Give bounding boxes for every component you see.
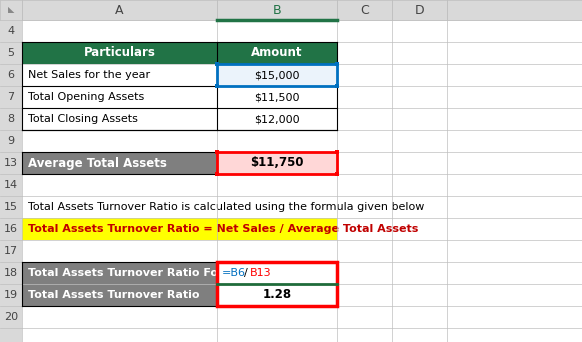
Text: 16: 16	[4, 224, 18, 234]
Text: 1.28: 1.28	[262, 289, 292, 302]
Text: 5: 5	[8, 48, 15, 58]
Bar	[22, 262, 217, 284]
Bar	[217, 284, 337, 306]
Text: 18: 18	[4, 268, 18, 278]
Text: 7: 7	[8, 92, 15, 102]
Text: Total Opening Assets: Total Opening Assets	[28, 92, 144, 102]
Bar	[217, 152, 337, 174]
Text: B: B	[273, 3, 281, 16]
Text: Total Assets Turnover Ratio Formula: Total Assets Turnover Ratio Formula	[28, 268, 254, 278]
Bar	[335, 172, 339, 176]
Text: 9: 9	[8, 136, 15, 146]
Bar	[22, 284, 217, 306]
Bar	[335, 62, 339, 66]
Text: Particulars: Particulars	[84, 47, 155, 60]
Text: 6: 6	[8, 70, 15, 80]
Text: $11,750: $11,750	[250, 157, 304, 170]
Text: 15: 15	[4, 202, 18, 212]
Text: Average Total Assets: Average Total Assets	[28, 157, 167, 170]
Bar	[215, 84, 219, 88]
Text: Total Assets Turnover Ratio = Net Sales / Average Total Assets: Total Assets Turnover Ratio = Net Sales …	[28, 224, 418, 234]
Bar	[217, 152, 337, 174]
Text: B13: B13	[250, 268, 272, 278]
Bar	[217, 86, 337, 108]
Bar	[22, 108, 217, 130]
Text: C: C	[360, 3, 369, 16]
Text: $15,000: $15,000	[254, 70, 300, 80]
Bar	[22, 64, 217, 86]
Text: =B6: =B6	[222, 268, 246, 278]
Text: /: /	[244, 268, 248, 278]
Text: Total Assets Turnover Ratio: Total Assets Turnover Ratio	[28, 290, 200, 300]
Bar	[217, 64, 337, 86]
Text: 20: 20	[4, 312, 18, 322]
Bar	[215, 172, 219, 176]
Bar	[217, 42, 337, 64]
Text: 8: 8	[8, 114, 15, 124]
Text: $11,500: $11,500	[254, 92, 300, 102]
Bar	[215, 150, 219, 154]
Text: $12,000: $12,000	[254, 114, 300, 124]
Text: Net Sales for the year: Net Sales for the year	[28, 70, 150, 80]
Text: 14: 14	[4, 180, 18, 190]
Text: $15,000: $15,000	[254, 70, 300, 80]
Bar	[0, 0, 22, 342]
Bar	[335, 150, 339, 154]
Text: Total Closing Assets: Total Closing Assets	[28, 114, 138, 124]
Text: 17: 17	[4, 246, 18, 256]
Bar	[217, 262, 337, 284]
Bar	[217, 262, 337, 306]
Text: D: D	[415, 3, 424, 16]
Bar	[217, 108, 337, 130]
Text: ◣: ◣	[8, 5, 14, 14]
Bar	[22, 218, 337, 240]
Bar	[22, 42, 217, 64]
Bar	[217, 64, 337, 86]
Text: Total Assets Turnover Ratio is calculated using the formula given below: Total Assets Turnover Ratio is calculate…	[28, 202, 424, 212]
Bar	[335, 84, 339, 88]
Bar	[22, 152, 217, 174]
Text: A: A	[115, 3, 124, 16]
Text: 4: 4	[8, 26, 15, 36]
Text: 13: 13	[4, 158, 18, 168]
Bar	[22, 86, 217, 108]
Bar	[0, 0, 582, 20]
Text: 19: 19	[4, 290, 18, 300]
Bar	[215, 62, 219, 66]
Text: Amount: Amount	[251, 47, 303, 60]
